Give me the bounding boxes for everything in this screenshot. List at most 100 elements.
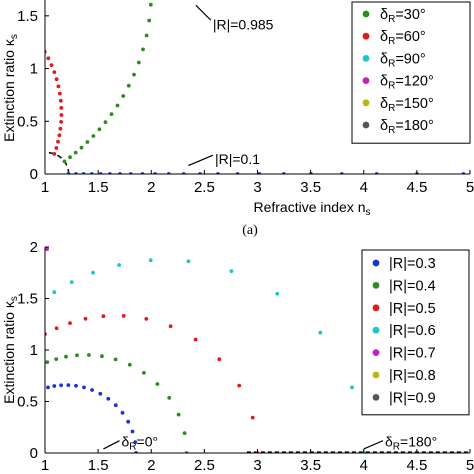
top-point: [17, 160, 21, 164]
top-y-axis-label: Extinction ratio κs: [1, 34, 20, 142]
bottom-legend-marker: [372, 282, 380, 289]
top-x-tick-label: 1: [41, 179, 49, 196]
top-point: [21, 108, 25, 112]
bottom-point: [133, 440, 138, 444]
top-point: [15, 172, 19, 176]
bottom-point: [117, 263, 121, 267]
top-point: [57, 91, 62, 96]
bottom-point: [275, 291, 280, 296]
bottom-point: [87, 127, 91, 131]
top-point: [141, 47, 145, 52]
bottom-point: [64, 354, 68, 359]
bottom-point: [168, 324, 173, 329]
bottom-point: [52, 384, 57, 388]
top-y-tick-label: 1.5: [17, 8, 38, 25]
bottom-point: [0, 245, 3, 249]
bottom-point: [127, 362, 132, 367]
top-annotation-arrow: [195, 4, 212, 21]
top-point: [40, 146, 44, 150]
bottom-point: [330, 180, 334, 184]
top-point: [19, 172, 23, 176]
bottom-point: [68, 321, 72, 325]
bottom-point: [50, 13, 54, 17]
bottom-point: [350, 385, 354, 390]
bottom-point: [4, 416, 8, 420]
top-legend-marker: [362, 55, 370, 62]
bottom-point: [25, 345, 29, 349]
top-point: [97, 127, 102, 132]
top-point: [49, 63, 54, 67]
bottom-y-tick-label: 0.5: [17, 394, 38, 411]
top-point: [34, 37, 38, 41]
bottom-series-0.7: [45, 180, 334, 252]
bottom-point: [90, 388, 94, 392]
top-point: [115, 103, 120, 108]
bottom-point: [31, 368, 35, 372]
bottom-point: [121, 314, 126, 318]
bottom-legend-entry: |R|=0.5: [389, 301, 436, 317]
top-chart: 1 1.5 2 2.5 3 3.5 4 4.5 5 0 0.5 1 1.5 Refractive ind…: [0, 0, 474, 238]
bottom-point: [106, 396, 111, 401]
bottom-series-0.4: [24, 353, 189, 453]
top-point: [34, 130, 38, 134]
bottom-legend-marker: [372, 304, 380, 312]
bottom-point: [54, 357, 59, 361]
top-legend-entry: δR=150°: [380, 96, 434, 114]
top-point: [7, 172, 11, 176]
bottom-point: [17, 351, 21, 355]
top-x-tick-label: 3.5: [300, 179, 321, 196]
top-point: [136, 60, 141, 65]
bottom-y-tick-label: 0: [30, 445, 38, 462]
bottom-legend-marker: [372, 349, 380, 356]
bottom-point: [17, 320, 21, 324]
bottom-point: [24, 372, 28, 376]
top-point: [56, 84, 61, 89]
bottom-point: [38, 300, 42, 304]
bottom-point: [176, 412, 181, 417]
top-point: [30, 32, 34, 36]
bottom-point: [132, 191, 136, 195]
bottom-point: [12, 406, 16, 410]
bottom-x-tick-label: 2.5: [194, 457, 215, 474]
top-point: [18, 104, 22, 108]
bottom-x-tick-label: 4.5: [406, 457, 427, 474]
bottom-point: [29, 195, 33, 199]
bottom-point: [229, 269, 234, 273]
bottom-point: [74, 383, 78, 388]
top-point: [32, 156, 36, 160]
bottom-x-tick-label: 1.5: [88, 457, 109, 474]
bottom-point: [237, 383, 242, 388]
bottom-point: [167, 396, 172, 400]
top-annotation-arrow: [188, 154, 214, 167]
bottom-legend-box: [361, 249, 470, 416]
bottom-legend-entry: |R|=0.7: [389, 346, 436, 362]
top-point: [46, 56, 51, 61]
bottom-point: [100, 354, 104, 359]
top-point: [109, 112, 114, 116]
bottom-point: [9, 409, 13, 413]
bottom-point: [1, 422, 5, 426]
bottom-point: [6, 413, 10, 417]
bottom-point: [91, 270, 95, 275]
bottom-point: [148, 258, 153, 263]
bottom-y-tick-label: 1: [30, 342, 38, 359]
top-point: [147, 18, 152, 23]
top-point: [11, 172, 15, 176]
top-x-tick-label: 3: [253, 179, 261, 196]
bottom-point: [54, 326, 59, 331]
top-x-tick-label: 4: [360, 179, 368, 196]
top-point: [91, 134, 96, 138]
bottom-legend: |R|=0.3 |R|=0.4 |R|=0.5 |R|=0.6 |R|=0.7 |R|=0…: [361, 249, 470, 416]
top-legend-entry: δR=30°: [380, 7, 426, 25]
top-point: [2, 154, 6, 158]
bottom-point: [45, 247, 49, 252]
top-point: [36, 135, 40, 139]
top-x-tick-label: 4.5: [406, 179, 427, 196]
top-point: [0, 172, 3, 176]
bottom-x-tick-label: 3: [253, 457, 261, 474]
top-point: [58, 126, 63, 131]
top-point: [3, 172, 7, 176]
bottom-point: [67, 229, 71, 233]
top-point: [24, 172, 28, 176]
